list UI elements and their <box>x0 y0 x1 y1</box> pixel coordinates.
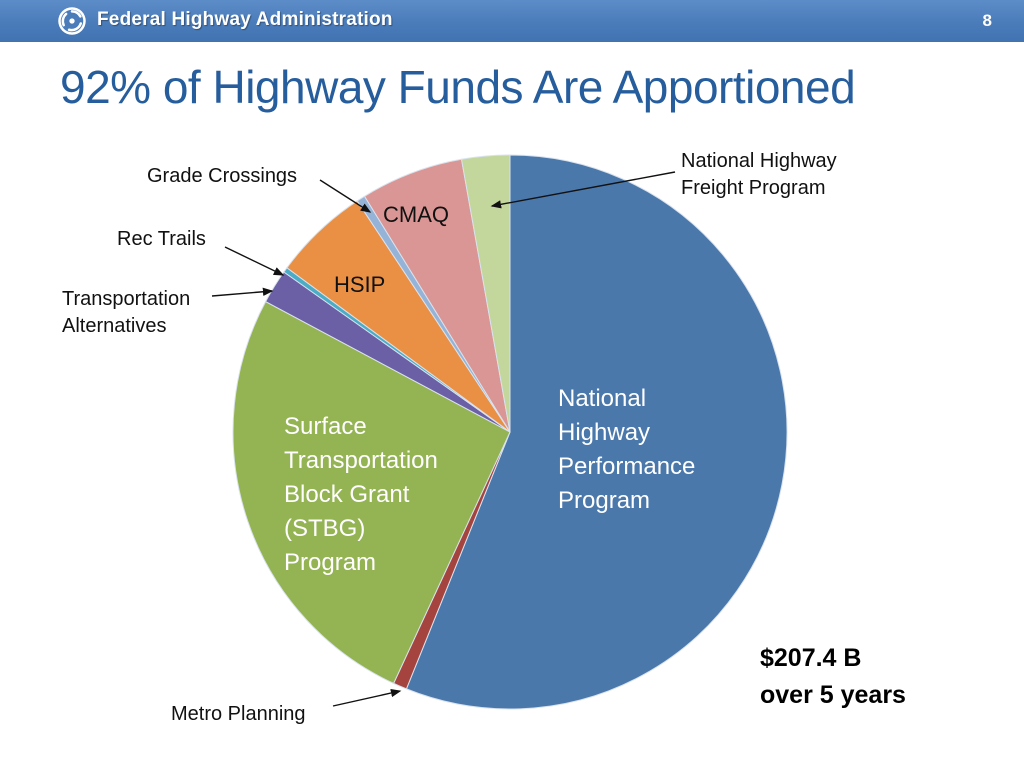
pie-slice-national-highway-performance-program <box>405 154 788 710</box>
usdot-logo-icon <box>58 7 86 35</box>
label-grade-crossings: Grade Crossings <box>147 165 298 187</box>
total-period: over 5 years <box>760 681 906 709</box>
label-rec-trails: Rec Trails <box>117 228 206 250</box>
label-surface-transportation-block-grant: Surface Transportation Block Grant (STBG… <box>284 413 438 576</box>
brand-title: Federal Highway Administration <box>97 9 393 30</box>
label-cmaq: CMAQ <box>383 202 449 227</box>
total-funding-annotation: $207.4 B over 5 years <box>760 640 906 714</box>
arrow-rec-trails <box>224 246 285 276</box>
callout-arrows <box>211 171 676 707</box>
header-bar: Federal Highway Administration 8 <box>0 0 1024 42</box>
arrow-grade-crossings <box>319 179 372 213</box>
pie-slices <box>232 154 788 710</box>
page-number: 8 <box>982 11 992 30</box>
pie-slice-national-highway-freight-program <box>460 154 511 433</box>
total-amount: $207.4 B <box>760 644 862 672</box>
slide-title: 92% of Highway Funds Are Apportioned <box>60 61 856 113</box>
label-national-highway-freight-program: National Highway Freight Program <box>681 150 837 199</box>
arrow-metro-planning <box>332 688 402 707</box>
arrow-transportation-alternatives <box>211 287 274 297</box>
arrow-freight-program <box>490 171 676 209</box>
label-metro-planning: Metro Planning <box>171 703 306 725</box>
label-national-highway-performance-program: National Highway Performance Program <box>558 385 696 514</box>
label-transportation-alternatives: Transportation Alternatives <box>62 288 191 337</box>
label-hsip: HSIP <box>334 272 386 297</box>
pie-slice-surface-transportation-block-grant-stbg-program <box>232 300 511 685</box>
